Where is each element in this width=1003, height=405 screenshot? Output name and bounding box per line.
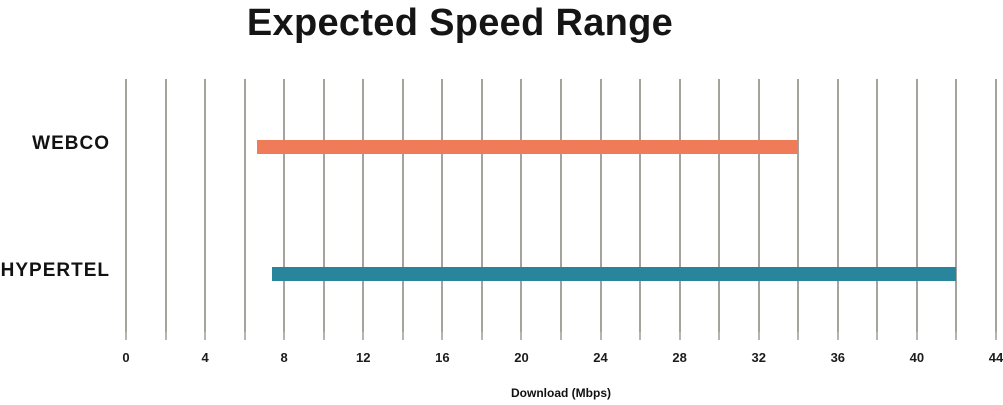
gridline [836, 79, 839, 332]
axis-tick [639, 332, 642, 340]
gridline [401, 79, 404, 332]
x-axis-title: Download (Mbps) [511, 386, 611, 400]
gridline [757, 79, 760, 332]
gridline [639, 79, 642, 332]
gridline [955, 79, 958, 332]
chart-title: Expected Speed Range [246, 2, 674, 44]
category-label-hypertel: HYPERTEL [0, 260, 110, 281]
gridline [125, 79, 127, 332]
axis-tick [283, 332, 286, 340]
axis-tick [876, 332, 879, 340]
gridline [164, 79, 167, 332]
axis-tick [757, 332, 760, 340]
axis-tick [678, 332, 681, 340]
gridline [718, 79, 721, 332]
axis-tick [164, 332, 167, 340]
gridline [995, 79, 997, 332]
gridline [362, 79, 365, 332]
gridline [243, 79, 246, 332]
axis-tick [401, 332, 404, 340]
gridline [599, 79, 602, 332]
bar-webco [256, 140, 799, 154]
x-tick-label: 24 [593, 350, 608, 365]
axis-tick [243, 332, 246, 340]
x-tick-label: 44 [988, 350, 1003, 365]
x-tick-label: 28 [672, 350, 687, 365]
axis-tick [480, 332, 483, 340]
gridline [678, 79, 681, 332]
bar-hypertel [272, 267, 957, 281]
gridline [560, 79, 562, 332]
x-tick-label: 12 [356, 350, 371, 365]
gridline [797, 79, 800, 332]
x-tick-label: 4 [201, 350, 209, 365]
axis-tick [915, 332, 918, 340]
axis-tick [599, 332, 602, 340]
gridline [441, 79, 444, 332]
axis-tick [560, 332, 562, 340]
axis-tick [441, 332, 444, 340]
gridline [480, 79, 483, 332]
x-tick-label: 0 [122, 350, 130, 365]
x-tick-label: 16 [435, 350, 450, 365]
gridline [876, 79, 879, 332]
gridline [283, 79, 286, 332]
category-label-webco: WEBCO [32, 133, 110, 154]
gridline [322, 79, 325, 332]
x-tick-label: 40 [909, 350, 925, 365]
axis-tick [955, 332, 958, 340]
axis-tick [204, 332, 207, 340]
axis-tick [322, 332, 325, 340]
x-tick-label: 36 [830, 350, 846, 365]
axis-tick [836, 332, 839, 340]
axis-tick [125, 332, 127, 340]
gridline [915, 79, 918, 332]
axis-tick [520, 332, 523, 340]
x-tick-label: 8 [280, 350, 288, 365]
axis-tick [995, 332, 997, 340]
gridline [520, 79, 523, 332]
gridline [204, 79, 207, 332]
x-tick-label: 20 [514, 350, 529, 365]
axis-tick [797, 332, 800, 340]
x-tick-label: 32 [751, 350, 766, 365]
axis-tick [718, 332, 721, 340]
axis-tick [362, 332, 365, 340]
